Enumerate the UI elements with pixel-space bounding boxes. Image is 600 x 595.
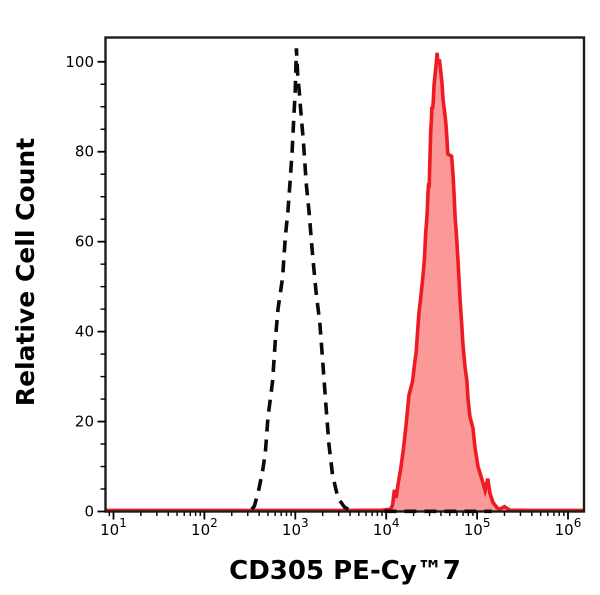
- x-tick-label: 104: [373, 516, 400, 539]
- y-tick-label: 60: [75, 233, 94, 251]
- x-tick-label: 105: [464, 516, 491, 539]
- x-tick-label: 103: [282, 516, 309, 539]
- y-tick-label: 40: [75, 323, 94, 341]
- x-tick-label: 101: [100, 516, 127, 539]
- stained-sample-layer: [105, 52, 584, 513]
- x-tick-label: 106: [555, 516, 582, 539]
- x-tick-label: 102: [191, 516, 218, 539]
- y-tick-label: 100: [65, 53, 94, 71]
- control-curve-layer: [250, 48, 492, 514]
- y-tick-label: 20: [75, 413, 94, 431]
- cd305-pe-cy7-stained-line: [105, 52, 584, 513]
- axes-layer: 101 102 103 104 105 106 0 20 40 60 80 100: [65, 36, 586, 539]
- x-axis-title: CD305 PE-Cy™7: [229, 556, 461, 586]
- cd305-pe-cy7-stained-fill: [105, 52, 584, 512]
- y-tick-label: 0: [84, 503, 94, 521]
- dashed-control-line: [250, 48, 351, 512]
- plot-frame: [104, 36, 586, 513]
- y-tick-label: 80: [75, 143, 94, 161]
- y-axis-title: Relative Cell Count: [11, 138, 40, 406]
